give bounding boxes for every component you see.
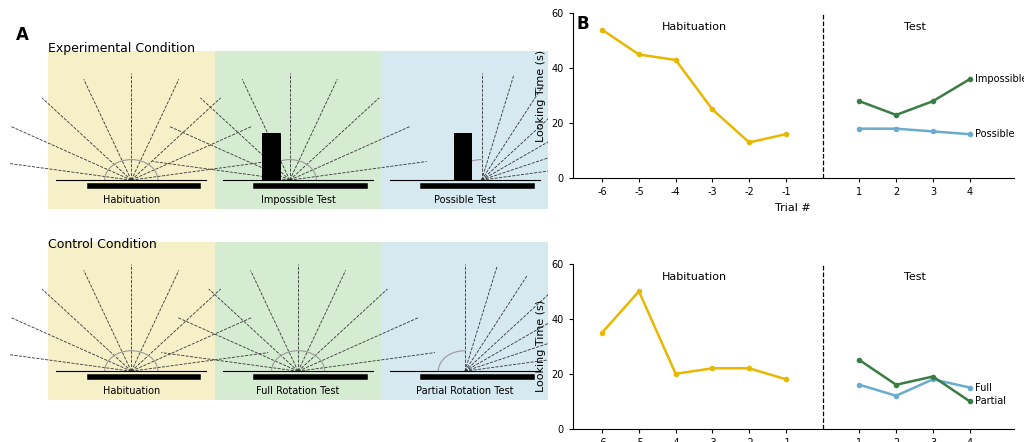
- Text: Impossible: Impossible: [975, 74, 1024, 84]
- FancyBboxPatch shape: [382, 51, 548, 209]
- Text: Possible: Possible: [975, 129, 1015, 139]
- Text: Possible Test: Possible Test: [434, 195, 496, 206]
- Text: Test: Test: [903, 22, 926, 31]
- FancyBboxPatch shape: [215, 242, 382, 400]
- Text: Habituation: Habituation: [662, 22, 727, 31]
- FancyBboxPatch shape: [382, 242, 548, 400]
- Text: Habituation: Habituation: [102, 195, 160, 206]
- Text: Habituation: Habituation: [662, 272, 727, 282]
- Text: Control Condition: Control Condition: [48, 238, 157, 251]
- Text: Habituation: Habituation: [102, 386, 160, 396]
- FancyBboxPatch shape: [215, 51, 382, 209]
- Y-axis label: Looking Time (s): Looking Time (s): [536, 300, 546, 392]
- Text: A: A: [15, 26, 29, 44]
- Text: Experimental Condition: Experimental Condition: [48, 42, 195, 55]
- FancyBboxPatch shape: [48, 242, 215, 400]
- Text: Full: Full: [975, 382, 992, 392]
- Text: Full Rotation Test: Full Rotation Test: [256, 386, 340, 396]
- X-axis label: Trial #: Trial #: [775, 203, 811, 213]
- Text: Partial: Partial: [975, 396, 1007, 406]
- Text: Impossible Test: Impossible Test: [261, 195, 336, 206]
- FancyBboxPatch shape: [262, 133, 281, 180]
- FancyBboxPatch shape: [454, 133, 472, 180]
- FancyBboxPatch shape: [48, 51, 215, 209]
- Text: Test: Test: [903, 272, 926, 282]
- Text: B: B: [577, 15, 589, 34]
- Text: Partial Rotation Test: Partial Rotation Test: [416, 386, 514, 396]
- Y-axis label: Looking Time (s): Looking Time (s): [536, 50, 546, 142]
